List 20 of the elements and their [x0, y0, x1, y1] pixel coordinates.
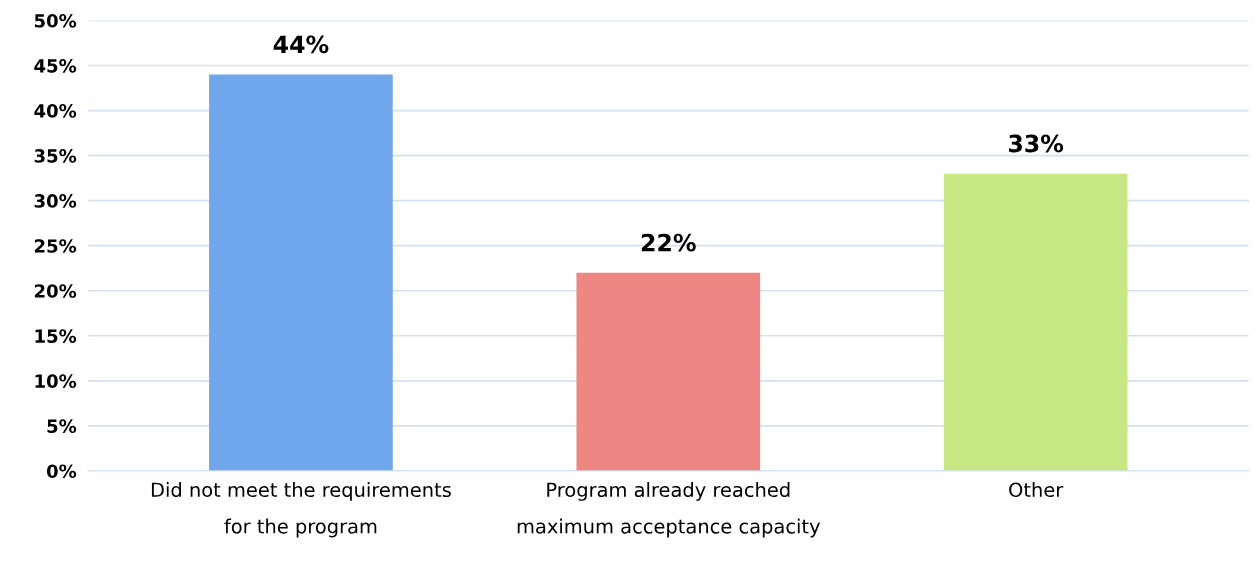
y-tick-label: 40% [34, 104, 77, 118]
y-tick-label: 50% [34, 13, 77, 28]
y-tick-label: 25% [34, 239, 77, 253]
data-label: 44% [273, 35, 329, 54]
bar [943, 173, 1128, 471]
y-tick-label: 30% [34, 194, 77, 208]
bar [209, 74, 393, 471]
y-tick-label: 0% [46, 464, 77, 479]
y-tick-label: 20% [34, 284, 77, 298]
x-tick-label: Did not meet the requirements for the program [151, 482, 451, 538]
x-tick-label: Program already reached maximum acceptance capacity [517, 482, 820, 538]
x-tick-label: Other [1009, 482, 1064, 498]
bar [576, 272, 761, 471]
y-tick-label: 15% [35, 329, 77, 343]
y-tick-label: 35% [34, 149, 77, 163]
y-tick-label: 10% [35, 374, 77, 388]
data-label: 33% [1008, 134, 1064, 153]
y-tick-label: 5% [47, 419, 77, 433]
data-label: 22% [641, 233, 696, 252]
y-tick-label: 45% [34, 58, 77, 73]
